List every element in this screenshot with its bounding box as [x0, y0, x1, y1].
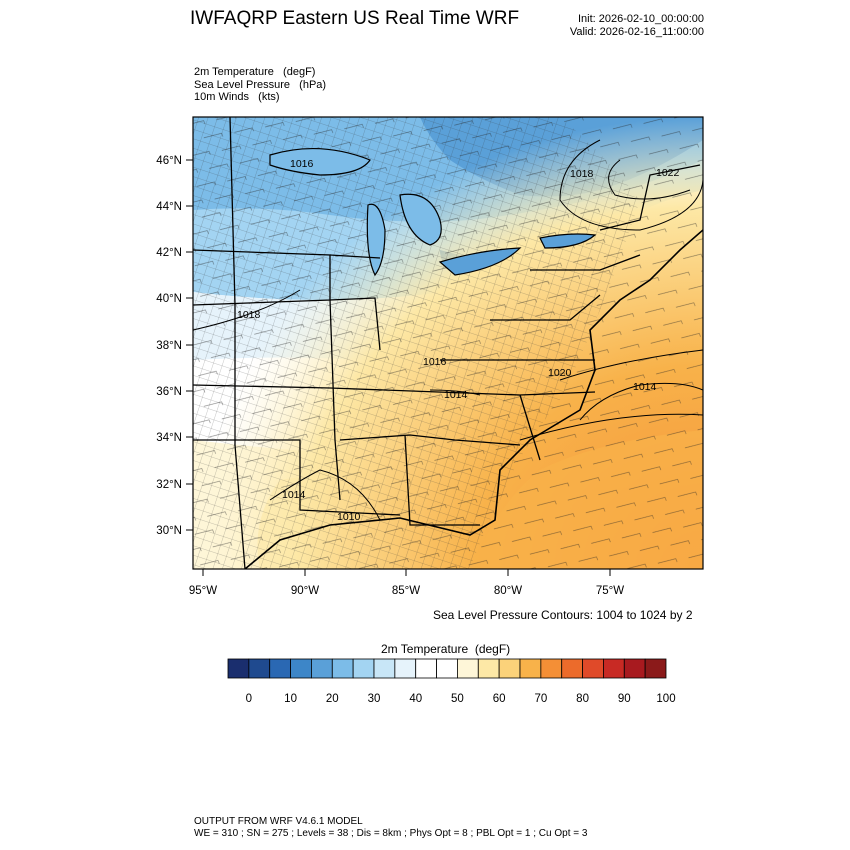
colorbar-swatch: [561, 658, 583, 679]
variable-list: 2m Temperature (degF) Sea Level Pressure…: [194, 66, 326, 104]
pressure-label: 1010: [337, 511, 361, 523]
colorbar-swatch: [311, 658, 333, 679]
axis-ticks: [186, 159, 611, 576]
colorbar-swatch: [582, 658, 604, 679]
lat-label: 34°N: [156, 432, 182, 444]
pressure-contours: [193, 139, 703, 521]
latitude-labels: 46°N 44°N 42°N 40°N 38°N 36°N 34°N 32°N …: [156, 155, 182, 537]
lat-label: 32°N: [156, 479, 182, 491]
colorbar-swatch: [248, 658, 271, 679]
pressure-label: 1022: [656, 167, 680, 179]
variable-winds: 10m Winds (kts): [194, 91, 280, 103]
footer-line-2: WE = 310 ; SN = 275 ; Levels = 38 ; Dis …: [194, 828, 588, 839]
colorbar-tick-label: 60: [493, 693, 506, 705]
lon-label: 90°W: [291, 585, 319, 597]
colorbar-tick-label: 50: [451, 693, 464, 705]
colorbar-swatch: [227, 658, 250, 679]
colorbar-tick-label: 40: [409, 693, 422, 705]
lon-label: 75°W: [596, 585, 624, 597]
colorbar-tick-label: 70: [534, 693, 547, 705]
lat-label: 40°N: [156, 293, 182, 305]
longitude-labels: 95°W 90°W 85°W 80°W 75°W: [189, 585, 624, 597]
colorbar-swatch: [436, 658, 458, 679]
colorbar-swatch: [352, 658, 375, 679]
colorbar-tick-label: 80: [576, 693, 589, 705]
pressure-label: 1018: [237, 309, 261, 321]
state-borders: [193, 117, 701, 569]
page-title: IWFAQRP Eastern US Real Time WRF: [190, 8, 520, 29]
colorbar-tick-label: 0: [246, 693, 252, 705]
colorbar-swatch: [477, 658, 500, 679]
wind-barbs: [193, 117, 703, 569]
colorbar-swatch: [269, 658, 291, 679]
colorbar-tick-label: 100: [656, 693, 675, 705]
colorbar-tick-label: 10: [284, 693, 297, 705]
lake-erie: [438, 247, 522, 276]
temperature-colorbar: [227, 658, 667, 679]
colorbar-title: 2m Temperature (degF): [381, 642, 511, 656]
coastline: [244, 229, 703, 569]
lat-label: 36°N: [156, 386, 182, 398]
lat-label: 44°N: [156, 201, 182, 213]
colorbar-swatch: [373, 658, 396, 679]
lat-label: 30°N: [156, 525, 182, 537]
colorbar-swatch: [519, 658, 542, 679]
colorbar-tick-label: 30: [368, 693, 381, 705]
map-field: [193, 117, 703, 569]
lon-label: 85°W: [392, 585, 420, 597]
colorbar-swatch: [644, 658, 667, 679]
footer-line-1: OUTPUT FROM WRF V4.6.1 MODEL: [194, 816, 363, 827]
init-time: Init: 2026-02-10_00:00:00: [578, 13, 704, 25]
pressure-label: 1020: [548, 367, 572, 379]
contour-note: Sea Level Pressure Contours: 1004 to 102…: [433, 608, 693, 622]
lat-label: 42°N: [156, 247, 182, 259]
colorbar-tick-labels: 0 10 20 30 40 50 60 70 80 90 100: [246, 693, 676, 705]
forecast-times: Init: 2026-02-10_00:00:00 Valid: 2026-02…: [570, 13, 704, 39]
pressure-label: 1014: [282, 489, 306, 501]
lake-ontario: [539, 233, 597, 249]
variable-pressure: Sea Level Pressure (hPa): [194, 78, 327, 91]
model-footer: OUTPUT FROM WRF V4.6.1 MODEL WE = 310 ; …: [194, 816, 587, 840]
lon-label: 80°W: [494, 585, 522, 597]
colorbar-swatch: [457, 658, 479, 679]
lake-huron: [399, 193, 442, 246]
valid-time: Valid: 2026-02-16_11:00:00: [569, 26, 704, 38]
pressure-label: 1016: [290, 158, 314, 170]
variable-temperature: 2m Temperature (degF): [194, 66, 316, 78]
pressure-label: 1014: [444, 389, 468, 401]
colorbar-swatch: [290, 658, 312, 679]
colorbar-swatch: [603, 658, 625, 679]
colorbar-swatch: [331, 658, 354, 679]
colorbar-swatch: [540, 658, 563, 679]
pressure-label: 1014: [633, 381, 657, 393]
lat-label: 46°N: [156, 155, 182, 167]
colorbar-swatch: [415, 658, 437, 679]
colorbar-tick-label: 20: [326, 693, 339, 705]
colorbar-swatch: [623, 658, 646, 679]
lat-label: 38°N: [156, 340, 182, 352]
pressure-label: 1018: [570, 168, 594, 180]
colorbar-tick-label: 90: [618, 693, 631, 705]
lon-label: 95°W: [189, 585, 217, 597]
colorbar-swatch: [394, 658, 417, 679]
colorbar-swatch: [498, 658, 521, 679]
lake-superior: [269, 147, 371, 176]
pressure-labels: 1016 1018 1022 1018 1016 1020 1014 1014 …: [237, 158, 680, 523]
map-frame: [192, 116, 704, 570]
pressure-label: 1016: [423, 356, 447, 368]
